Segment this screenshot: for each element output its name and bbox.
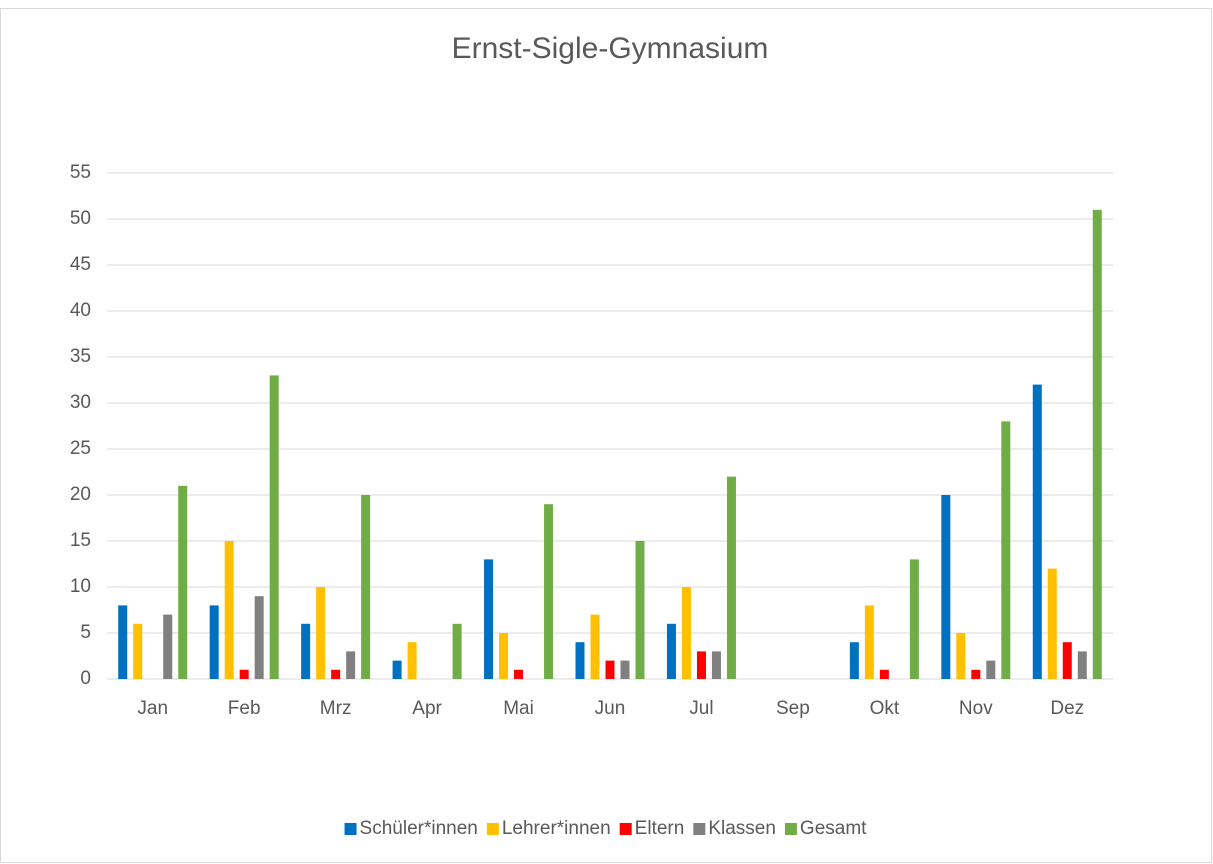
bar	[301, 623, 311, 679]
bar	[941, 495, 951, 679]
chart-title: Ernst-Sigle-Gymnasium	[452, 32, 769, 65]
legend-swatch	[619, 823, 632, 835]
bar	[1092, 209, 1102, 680]
bar	[178, 485, 188, 679]
x-tick-label: Mai	[503, 698, 534, 719]
x-tick-label: Jul	[689, 698, 713, 719]
bar	[392, 660, 402, 679]
x-tick-label: Jan	[137, 698, 168, 719]
x-tick-label: Mrz	[320, 698, 352, 719]
x-tick-label: Dez	[1050, 698, 1084, 719]
legend-label: Lehrer*innen	[502, 818, 611, 839]
bar	[620, 660, 630, 679]
x-tick-label: Sep	[776, 698, 810, 719]
bar	[1001, 421, 1011, 679]
y-tick-label: 15	[70, 530, 91, 551]
bar	[1077, 651, 1087, 679]
bar	[666, 623, 676, 679]
bar	[254, 596, 264, 679]
bar	[1047, 568, 1057, 679]
bar	[407, 642, 417, 679]
chart-border	[0, 8, 1212, 863]
y-tick-label: 40	[70, 300, 91, 321]
bar	[514, 669, 524, 679]
bar	[1062, 642, 1072, 679]
bar	[316, 587, 326, 679]
legend-label: Schüler*innen	[360, 818, 478, 839]
y-tick-label: 0	[80, 668, 91, 689]
bar	[879, 669, 889, 679]
bar	[711, 651, 721, 679]
bar	[635, 541, 645, 679]
bar	[575, 642, 585, 679]
legend-swatch	[784, 823, 797, 835]
x-tick-label: Nov	[959, 698, 993, 719]
bar	[849, 642, 859, 679]
y-tick-label: 45	[70, 254, 91, 275]
bar	[133, 623, 143, 679]
legend-label: Gesamt	[800, 818, 867, 839]
bar	[956, 633, 966, 679]
legend-swatch	[344, 823, 357, 835]
bar	[909, 559, 919, 679]
y-tick-label: 35	[70, 346, 91, 367]
x-tick-label: Okt	[870, 698, 900, 719]
bar	[726, 476, 736, 679]
bar	[590, 614, 600, 679]
bar	[696, 651, 706, 679]
bar	[346, 651, 356, 679]
bar	[1032, 384, 1042, 679]
y-tick-label: 50	[70, 208, 91, 229]
y-tick-label: 20	[70, 484, 91, 505]
legend-swatch	[693, 823, 706, 835]
y-tick-label: 10	[70, 576, 91, 597]
x-tick-label: Apr	[412, 698, 442, 719]
y-tick-label: 30	[70, 392, 91, 413]
bar	[864, 605, 874, 679]
bar	[209, 605, 219, 679]
bar	[605, 660, 615, 679]
bar	[681, 587, 691, 679]
bar	[499, 633, 509, 679]
bar	[484, 559, 494, 679]
x-tick-label: Feb	[228, 698, 261, 719]
y-tick-label: 5	[80, 622, 91, 643]
y-tick-label: 25	[70, 438, 91, 459]
bar	[331, 669, 341, 679]
bar	[971, 669, 981, 679]
bar	[544, 504, 554, 679]
bar	[224, 541, 234, 679]
bar	[239, 669, 249, 679]
bar	[269, 375, 279, 679]
bar	[163, 614, 173, 679]
bar	[361, 495, 371, 679]
y-tick-label: 55	[70, 162, 91, 183]
bar	[452, 623, 462, 679]
bar	[986, 660, 996, 679]
legend-label: Eltern	[635, 818, 685, 839]
legend-label: Klassen	[708, 818, 776, 839]
legend-swatch	[486, 823, 499, 835]
x-tick-label: Jun	[595, 698, 626, 719]
bar	[118, 605, 128, 679]
